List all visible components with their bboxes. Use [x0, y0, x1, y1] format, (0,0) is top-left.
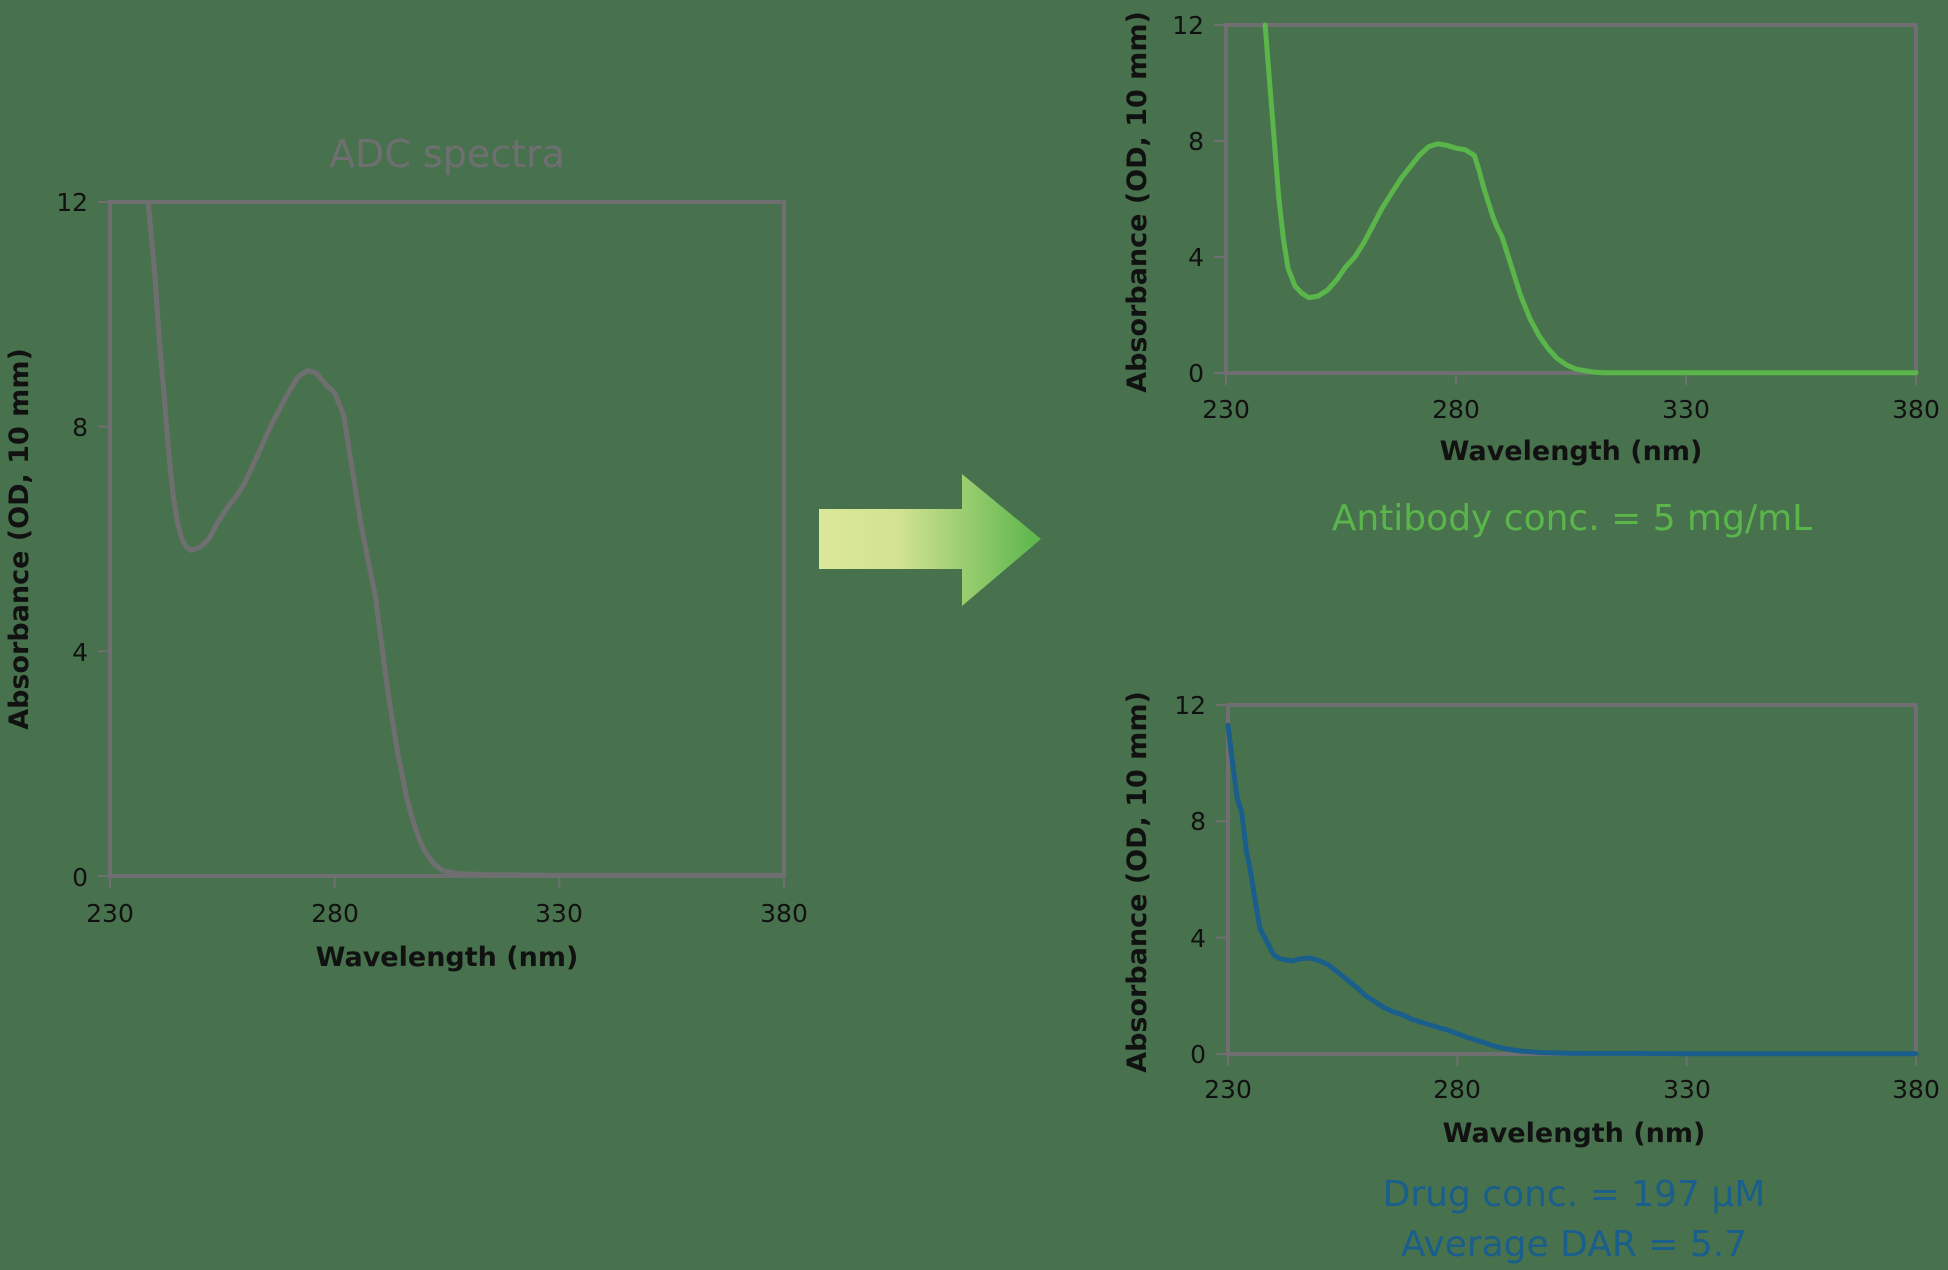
right-arrow-icon [819, 474, 1041, 606]
y-tick-labels: 0 4 8 12 [1172, 11, 1204, 388]
x-tick-label: 280 [311, 899, 359, 928]
adc-spectrum-line [145, 199, 787, 878]
drug-spectrum-line [1225, 722, 1919, 1057]
x-tick-label: 280 [1433, 1075, 1481, 1104]
x-tick-label: 230 [86, 899, 134, 928]
x-tick-label: 330 [1663, 1075, 1711, 1104]
x-tick-label: 380 [760, 899, 808, 928]
x-tick-label: 380 [1892, 395, 1940, 424]
antibody-spectrum-chart: 0 4 8 12 230 280 330 380 Wavelength (nm)… [1122, 11, 1940, 539]
y-tick-label: 0 [1190, 1040, 1206, 1069]
antibody-concentration-note: Antibody conc. = 5 mg/mL [1332, 498, 1812, 539]
x-tick-label: 230 [1204, 1075, 1252, 1104]
y-axis-title: Absorbance (OD, 10 mm) [4, 348, 35, 730]
x-tick-label: 330 [1662, 395, 1710, 424]
drug-concentration-note: Drug conc. = 197 µM [1383, 1174, 1766, 1215]
antibody-spectrum-line [1262, 22, 1919, 376]
y-tick-label: 8 [1188, 127, 1204, 156]
y-tick-label: 4 [72, 638, 88, 667]
average-dar-note: Average DAR = 5.7 [1401, 1224, 1747, 1265]
chart-title: ADC spectra [329, 132, 565, 176]
y-tick-label: 12 [1172, 11, 1204, 40]
x-tick-label: 330 [535, 899, 583, 928]
drug-spectrum-chart: 0 4 8 12 230 280 330 380 Wavelength (nm)… [1122, 691, 1940, 1265]
y-tick-label: 8 [1190, 807, 1206, 836]
plot-frame [1226, 703, 1918, 1056]
y-tick-label: 8 [72, 413, 88, 442]
adc-spectra-chart: ADC spectra 0 4 8 12 230 280 330 380 Wav… [4, 132, 808, 973]
y-axis-title: Absorbance (OD, 10 mm) [1122, 11, 1153, 393]
axis-ticks [98, 201, 785, 888]
x-axis-title: Wavelength (nm) [1440, 436, 1703, 467]
y-axis-title: Absorbance (OD, 10 mm) [1122, 691, 1153, 1073]
x-tick-label: 380 [1892, 1075, 1940, 1104]
axis-ticks [1214, 24, 1917, 385]
x-tick-labels: 230 280 330 380 [1204, 1075, 1940, 1104]
y-tick-label: 0 [1188, 359, 1204, 388]
y-tick-labels: 0 4 8 12 [56, 188, 88, 892]
y-tick-label: 4 [1188, 243, 1204, 272]
x-tick-label: 280 [1432, 395, 1480, 424]
y-tick-label: 12 [56, 188, 88, 217]
x-tick-labels: 230 280 330 380 [86, 899, 808, 928]
plot-frame [108, 200, 786, 878]
y-tick-labels: 0 4 8 12 [1174, 691, 1206, 1069]
plot-frame [1224, 23, 1918, 375]
y-tick-label: 0 [72, 863, 88, 892]
x-tick-label: 230 [1202, 395, 1250, 424]
axis-ticks [1216, 704, 1917, 1066]
x-axis-title: Wavelength (nm) [316, 942, 579, 973]
y-tick-label: 12 [1174, 691, 1206, 720]
x-tick-labels: 230 280 330 380 [1202, 395, 1940, 424]
y-tick-label: 4 [1190, 924, 1206, 953]
x-axis-title: Wavelength (nm) [1443, 1118, 1706, 1149]
